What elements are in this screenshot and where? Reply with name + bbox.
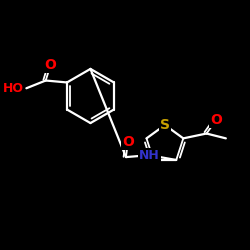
Text: HO: HO xyxy=(2,82,24,95)
Text: S: S xyxy=(160,118,170,132)
Text: O: O xyxy=(210,113,222,127)
Text: NH: NH xyxy=(139,149,160,162)
Text: O: O xyxy=(122,134,134,148)
Text: O: O xyxy=(44,58,56,72)
